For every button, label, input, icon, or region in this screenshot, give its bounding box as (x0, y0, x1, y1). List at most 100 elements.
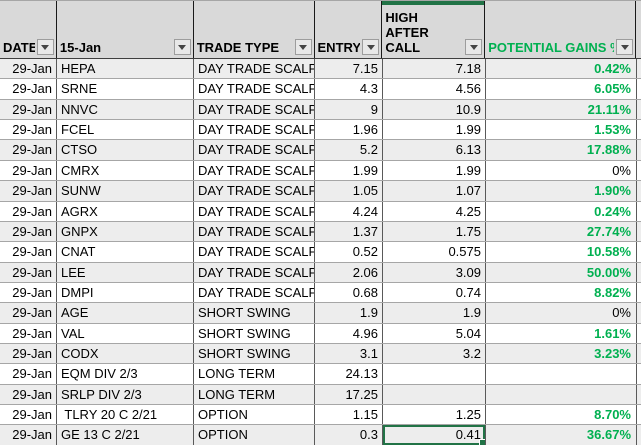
cell-ticker[interactable]: CODX (57, 344, 194, 364)
cell-high-after-call[interactable]: 3.2 (383, 344, 486, 364)
cell-date[interactable]: 29-Jan (0, 405, 57, 425)
cell-ticker[interactable]: EQM DIV 2/3 (57, 364, 194, 384)
cell-potential-gains[interactable]: 0.42% (486, 59, 637, 79)
cell-date[interactable]: 29-Jan (0, 282, 57, 303)
filter-button[interactable] (616, 39, 634, 55)
cell-high-after-call[interactable]: 1.99 (383, 160, 486, 181)
cell-entry[interactable]: 4.24 (315, 201, 383, 221)
cell-entry[interactable]: 1.15 (315, 405, 383, 425)
cell-high-after-call[interactable]: 1.25 (383, 405, 486, 425)
cell-ticker[interactable]: VAL (57, 323, 194, 344)
cell-date[interactable]: 29-Jan (0, 384, 57, 405)
cell-entry[interactable]: 4.96 (315, 323, 383, 344)
cell-potential-gains[interactable]: 3.23% (486, 344, 637, 364)
cell-ticker[interactable]: LEE (57, 262, 194, 282)
cell-entry[interactable]: 9 (315, 99, 383, 120)
cell-trade-type[interactable]: SHORT SWING (194, 323, 315, 344)
cell-trade-type[interactable]: DAY TRADE SCALP (194, 181, 315, 201)
cell-high-after-call[interactable]: 0.74 (383, 282, 486, 303)
column-header-trade-type[interactable]: TRADE TYPE (194, 1, 315, 58)
cell-trade-type[interactable]: DAY TRADE SCALP (194, 242, 315, 262)
cell-trade-type[interactable]: DAY TRADE SCALP (194, 99, 315, 120)
column-header-ticker[interactable]: 15-Jan (57, 1, 194, 58)
cell-high-after-call[interactable]: 3.09 (383, 262, 486, 282)
cell-high-after-call[interactable]: 0.575 (383, 242, 486, 262)
cell-potential-gains[interactable]: 6.05% (486, 79, 637, 99)
cell-trade-type[interactable]: DAY TRADE SCALP (194, 79, 315, 99)
column-header-entry[interactable]: ENTRY (315, 1, 383, 58)
cell-potential-gains[interactable] (486, 364, 637, 384)
cell-date[interactable]: 29-Jan (0, 323, 57, 344)
cell-entry[interactable]: 2.06 (315, 262, 383, 282)
cell-trade-type[interactable]: DAY TRADE SCALP (194, 262, 315, 282)
cell-trade-type[interactable]: DAY TRADE SCALP (194, 120, 315, 140)
cell-ticker[interactable]: SRLP DIV 2/3 (57, 384, 194, 405)
cell-high-after-call[interactable]: 6.13 (383, 140, 486, 160)
cell-date[interactable]: 29-Jan (0, 201, 57, 221)
cell-ticker[interactable]: DMPI (57, 282, 194, 303)
column-header-high-after-call[interactable]: HIGH AFTER CALL (382, 1, 486, 58)
cell-high-after-call[interactable]: 0.41 (383, 425, 486, 445)
cell-ticker[interactable]: CMRX (57, 160, 194, 181)
cell-trade-type[interactable]: SHORT SWING (194, 344, 315, 364)
cell-trade-type[interactable]: LONG TERM (194, 384, 315, 405)
cell-high-after-call[interactable]: 4.56 (383, 79, 486, 99)
cell-trade-type[interactable]: DAY TRADE SCALP (194, 140, 315, 160)
cell-potential-gains[interactable]: 8.82% (486, 282, 637, 303)
filter-button[interactable] (465, 39, 483, 55)
cell-potential-gains[interactable]: 10.58% (486, 242, 637, 262)
cell-entry[interactable]: 0.68 (315, 282, 383, 303)
cell-ticker[interactable]: GNPX (57, 221, 194, 242)
cell-ticker[interactable]: HEPA (57, 59, 194, 79)
cell-high-after-call[interactable]: 5.04 (383, 323, 486, 344)
cell-ticker[interactable]: GE 13 C 2/21 (57, 425, 194, 445)
cell-high-after-call[interactable]: 1.9 (383, 303, 486, 323)
cell-entry[interactable]: 1.9 (315, 303, 383, 323)
cell-ticker[interactable]: TLRY 20 C 2/21 (57, 405, 194, 425)
cell-entry[interactable]: 3.1 (315, 344, 383, 364)
cell-date[interactable]: 29-Jan (0, 59, 57, 79)
filter-button[interactable] (173, 39, 191, 55)
cell-date[interactable]: 29-Jan (0, 160, 57, 181)
cell-entry[interactable]: 1.99 (315, 160, 383, 181)
cell-potential-gains[interactable]: 8.70% (486, 405, 637, 425)
cell-date[interactable]: 29-Jan (0, 79, 57, 99)
cell-potential-gains[interactable]: 0.24% (486, 201, 637, 221)
cell-high-after-call[interactable]: 1.99 (383, 120, 486, 140)
cell-date[interactable]: 29-Jan (0, 221, 57, 242)
cell-ticker[interactable]: CTSO (57, 140, 194, 160)
cell-trade-type[interactable]: LONG TERM (194, 364, 315, 384)
cell-date[interactable]: 29-Jan (0, 242, 57, 262)
cell-entry[interactable]: 1.37 (315, 221, 383, 242)
cell-ticker[interactable]: AGE (57, 303, 194, 323)
cell-trade-type[interactable]: DAY TRADE SCALP (194, 201, 315, 221)
cell-trade-type[interactable]: OPTION (194, 405, 315, 425)
cell-high-after-call[interactable]: 1.07 (383, 181, 486, 201)
cell-date[interactable]: 29-Jan (0, 262, 57, 282)
cell-date[interactable]: 29-Jan (0, 99, 57, 120)
cell-trade-type[interactable]: DAY TRADE SCALP (194, 59, 315, 79)
cell-ticker[interactable]: NNVC (57, 99, 194, 120)
column-header-date[interactable]: DATE (0, 1, 57, 58)
cell-high-after-call[interactable]: 1.75 (383, 221, 486, 242)
cell-trade-type[interactable]: SHORT SWING (194, 303, 315, 323)
cell-trade-type[interactable]: DAY TRADE SCALP (194, 282, 315, 303)
cell-date[interactable]: 29-Jan (0, 425, 57, 445)
cell-entry[interactable]: 7.15 (315, 59, 383, 79)
cell-high-after-call[interactable]: 4.25 (383, 201, 486, 221)
cell-high-after-call[interactable]: 10.9 (383, 99, 486, 120)
cell-potential-gains[interactable]: 17.88% (486, 140, 637, 160)
cell-date[interactable]: 29-Jan (0, 120, 57, 140)
column-header-potential-gains[interactable]: POTENTIAL GAINS % (485, 1, 637, 58)
cell-potential-gains[interactable]: 0% (486, 303, 637, 323)
filter-button[interactable] (36, 39, 54, 55)
cell-high-after-call[interactable] (383, 364, 486, 384)
cell-potential-gains[interactable]: 1.53% (486, 120, 637, 140)
cell-date[interactable]: 29-Jan (0, 344, 57, 364)
cell-potential-gains[interactable] (486, 384, 637, 405)
cell-high-after-call[interactable]: 7.18 (383, 59, 486, 79)
cell-potential-gains[interactable]: 1.90% (486, 181, 637, 201)
cell-entry[interactable]: 24.13 (315, 364, 383, 384)
cell-ticker[interactable]: AGRX (57, 201, 194, 221)
cell-ticker[interactable]: CNAT (57, 242, 194, 262)
